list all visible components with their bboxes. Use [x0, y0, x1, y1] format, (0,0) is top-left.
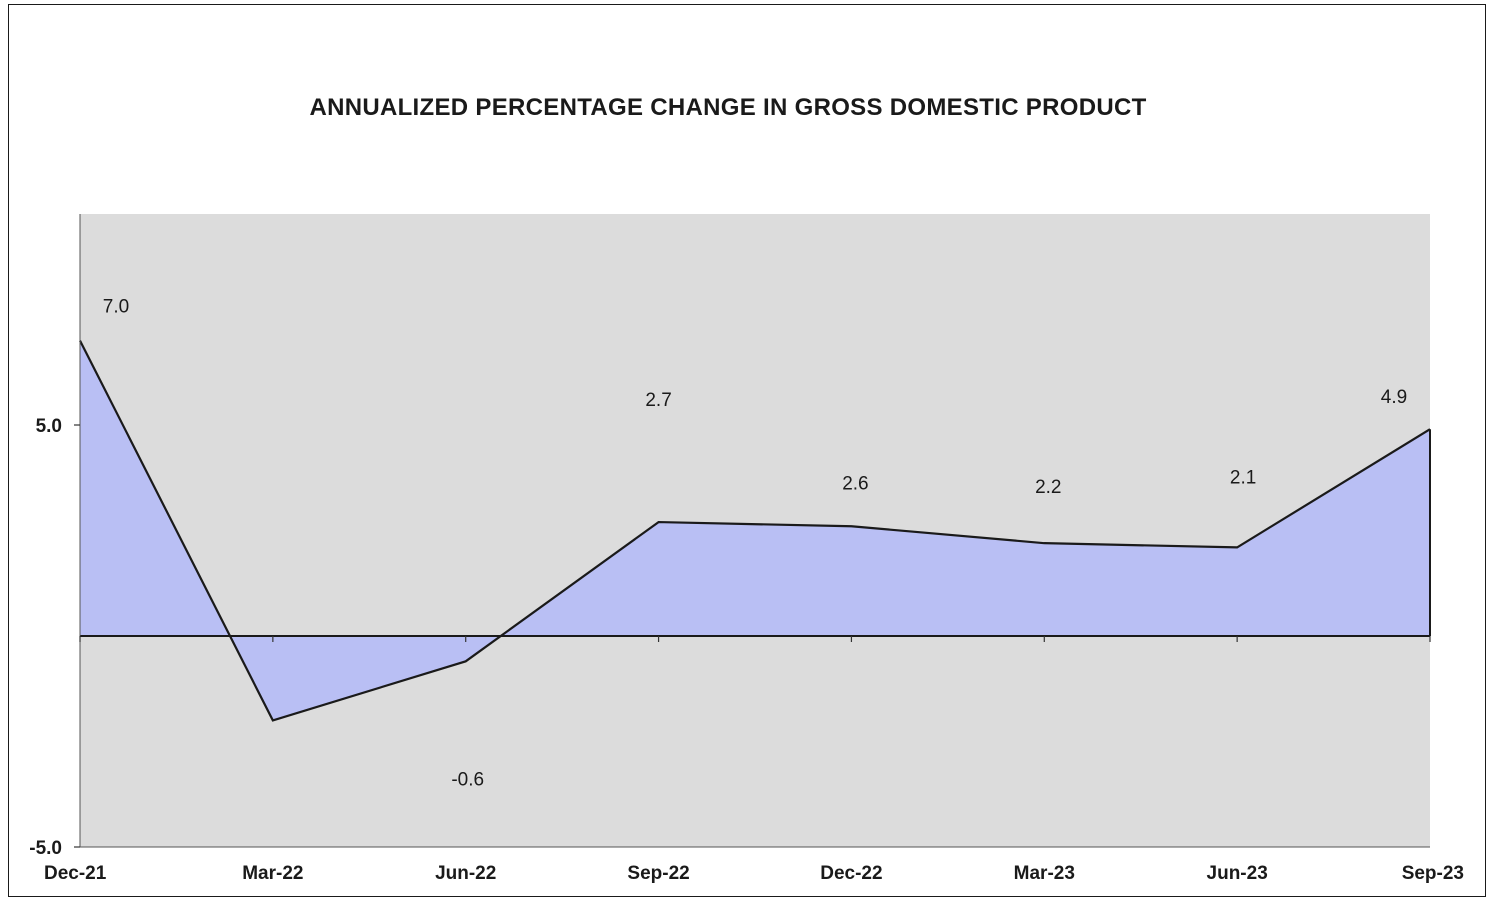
- x-tick-label: Jun-23: [1207, 863, 1268, 884]
- y-tick-label: -5.0: [29, 838, 62, 859]
- y-tick-label: 5.0: [36, 416, 62, 437]
- data-label: -0.6: [451, 769, 484, 790]
- chart-title: ANNUALIZED PERCENTAGE CHANGE IN GROSS DO…: [309, 94, 1147, 121]
- data-label: 2.2: [1035, 477, 1061, 498]
- x-tick-label: Dec-22: [820, 863, 882, 884]
- data-label: 7.0: [103, 297, 129, 318]
- x-tick-label: Mar-22: [242, 863, 303, 884]
- x-tick-label: Mar-23: [1014, 863, 1075, 884]
- data-label: 2.1: [1230, 467, 1256, 488]
- series-area: [80, 340, 1430, 721]
- data-label: 2.6: [842, 473, 868, 494]
- data-label: 2.7: [645, 390, 671, 411]
- x-tick-label: Sep-22: [627, 863, 689, 884]
- x-tick-label: Sep-23: [1402, 863, 1464, 884]
- x-tick-label: Jun-22: [435, 863, 496, 884]
- series-line: [79, 340, 1431, 722]
- x-tick-label: Dec-21: [44, 863, 107, 884]
- data-label: 4.9: [1381, 387, 1407, 408]
